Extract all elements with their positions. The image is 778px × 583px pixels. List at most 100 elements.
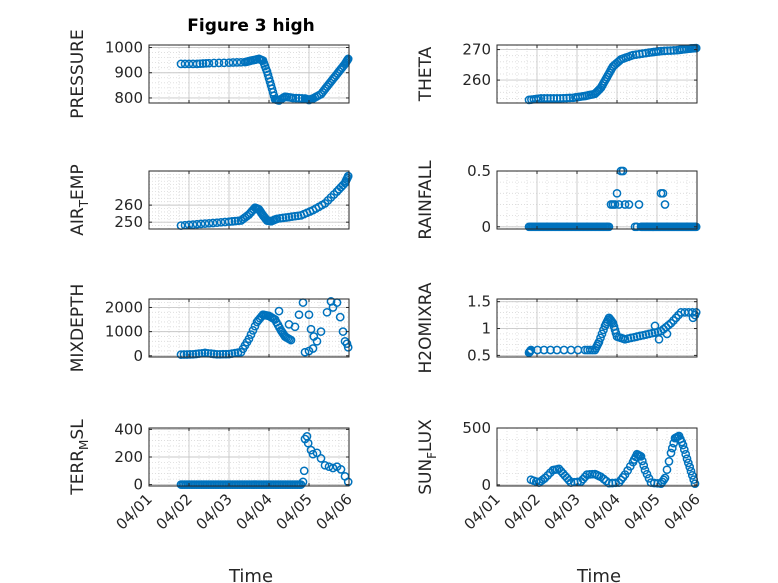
data-point <box>176 59 186 69</box>
y-tick-label: 250 <box>114 213 143 231</box>
data-point <box>286 335 296 345</box>
data-point <box>230 216 240 226</box>
data-point <box>192 219 202 229</box>
x-tick-label: 04/02 <box>501 490 544 533</box>
data-point <box>639 461 649 470</box>
y-axis-label: SUNFLUX <box>416 419 439 495</box>
data-point <box>343 171 353 181</box>
axes-box <box>148 298 350 358</box>
data-point <box>188 220 198 229</box>
data-point <box>224 58 234 68</box>
data-point <box>666 46 675 55</box>
x-axis-label: Time <box>576 566 621 583</box>
y-tick-label: 900 <box>114 64 143 82</box>
data-point <box>641 48 651 58</box>
data-point <box>336 465 346 474</box>
y-tick-label: 0.5 <box>467 346 491 364</box>
data-point <box>320 460 330 470</box>
x-tick-label: 04/01 <box>113 490 156 533</box>
data-point <box>214 58 224 68</box>
data-point <box>221 349 231 359</box>
axes-box <box>496 44 698 104</box>
y-tick-label: 400 <box>114 420 143 438</box>
data-point <box>666 318 676 328</box>
data-point <box>667 443 677 453</box>
data-point <box>612 188 622 198</box>
data-point <box>278 213 288 223</box>
figure-title: Figure 3 high <box>187 16 315 36</box>
data-point <box>604 222 614 232</box>
data-point <box>596 333 605 343</box>
data-point <box>224 217 234 227</box>
data-point <box>324 462 334 472</box>
y-axis-label: MIXDEPTH <box>68 284 88 373</box>
plot-area <box>149 171 349 229</box>
data-point <box>660 200 670 209</box>
panel-rainfall: 0 0.5 RAINFALL <box>416 160 701 240</box>
data-point <box>658 188 668 198</box>
x-tick-label: 04/06 <box>313 490 356 533</box>
data-point <box>664 320 673 330</box>
data-point <box>549 94 559 103</box>
data-point <box>543 471 553 480</box>
x-tick-label: 04/02 <box>153 490 196 533</box>
data-point <box>288 93 298 103</box>
data-point <box>196 219 206 229</box>
y-tick-label: 1000 <box>105 323 143 341</box>
y-tick-label: 800 <box>114 89 143 107</box>
data-point <box>218 349 228 359</box>
data-point <box>204 218 214 228</box>
data-point <box>216 217 226 227</box>
data-point <box>664 457 674 466</box>
plot-area <box>497 171 697 229</box>
data-point <box>198 59 208 68</box>
data-point <box>304 310 314 320</box>
data-point <box>274 306 284 316</box>
data-point <box>624 200 634 209</box>
x-tick-label: 04/05 <box>621 490 664 533</box>
data-point <box>564 475 574 485</box>
data-series <box>176 431 353 489</box>
data-point <box>659 46 669 56</box>
data-point <box>536 94 546 103</box>
data-point <box>559 93 568 103</box>
data-point <box>691 222 701 232</box>
data-point <box>659 475 669 485</box>
data-point <box>176 350 186 359</box>
y-axis-label: THETA <box>416 46 436 102</box>
data-point <box>244 334 254 344</box>
data-point <box>215 349 225 359</box>
data-point <box>281 213 291 222</box>
data-point <box>681 449 691 459</box>
x-tick-label: 04/03 <box>193 490 236 533</box>
data-point <box>184 59 194 69</box>
data-point <box>316 454 326 463</box>
panel-sun-flux: 0 500 SUNFLUX 04/0104/0204/0304/0404/0504/0… <box>416 419 704 583</box>
data-point <box>335 312 345 322</box>
data-point <box>686 466 696 476</box>
data-series <box>524 43 701 105</box>
data-point <box>299 466 309 476</box>
data-point <box>212 349 222 359</box>
data-point <box>316 327 326 336</box>
data-point <box>328 463 338 473</box>
data-point <box>248 326 258 335</box>
data-point <box>663 46 672 56</box>
data-point <box>212 218 222 228</box>
panel-h2omixra: 0.5 1 1.5 H2OMIXRA <box>416 282 701 374</box>
data-point <box>632 222 642 232</box>
axes-box <box>148 170 350 230</box>
y-tick-label: 1000 <box>105 39 143 57</box>
data-point <box>614 200 624 209</box>
panel-terr-msl: 0 200 400 TERRMSL 04/0104/0204/0304/0404/050… <box>68 419 356 583</box>
y-tick-label: 0 <box>481 218 491 236</box>
y-tick-label: 0 <box>481 476 491 494</box>
data-point <box>201 58 211 68</box>
data-point <box>662 329 672 339</box>
data-point <box>562 93 571 103</box>
y-axis-label: RAINFALL <box>416 160 436 240</box>
data-point <box>687 471 697 480</box>
data-point <box>642 469 652 479</box>
y-tick-label: 270 <box>462 41 491 59</box>
x-tick-label: 04/04 <box>233 490 276 533</box>
